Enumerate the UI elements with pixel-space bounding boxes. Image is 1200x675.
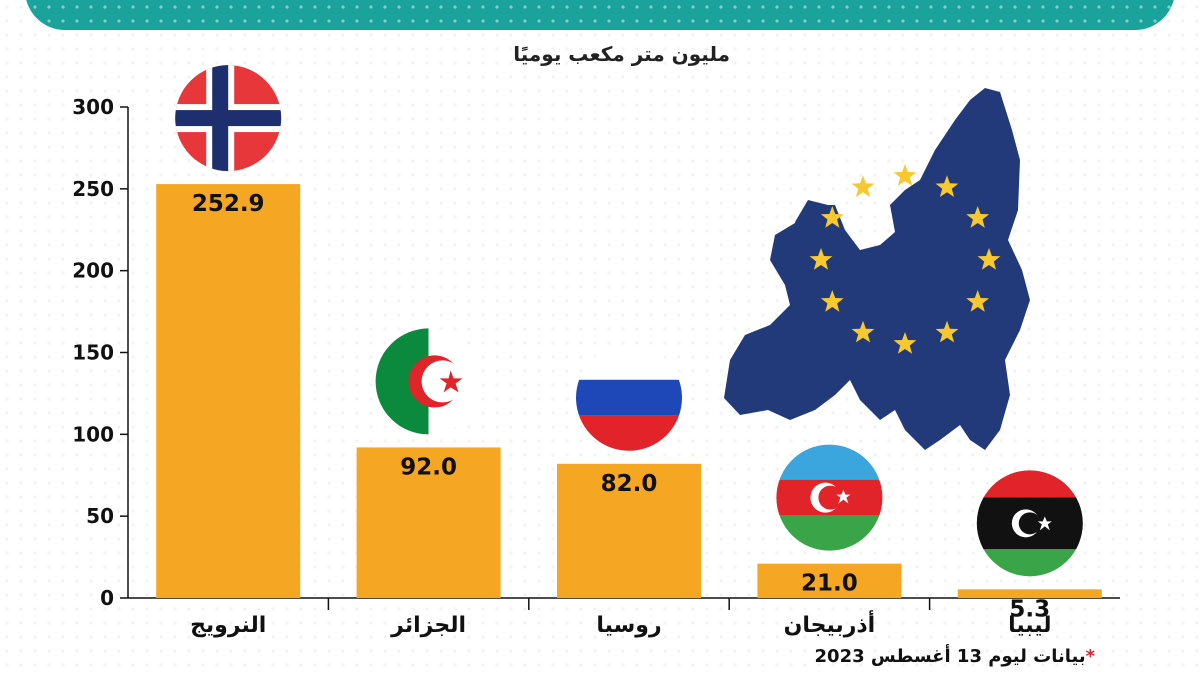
eu-star xyxy=(851,175,875,197)
y-tick-label: 0 xyxy=(100,586,114,610)
bar xyxy=(557,463,701,598)
eu-star xyxy=(809,248,833,270)
category-label: الجزائر xyxy=(390,613,466,638)
x-axis xyxy=(128,597,1120,610)
bar-value-label: 92.0 xyxy=(400,454,457,480)
y-tick-label: 300 xyxy=(72,95,114,119)
bar-value-label: 5.3 xyxy=(1009,596,1050,622)
bar xyxy=(957,589,1102,598)
y-tick-label: 100 xyxy=(72,422,114,446)
unit-label: مليون متر مكعب يوميًا xyxy=(513,42,730,66)
y-tick-label: 250 xyxy=(72,177,114,201)
eu-stars xyxy=(809,164,1001,354)
eu-star xyxy=(820,206,844,228)
europe-map-shape xyxy=(724,88,1030,450)
eu-star xyxy=(935,175,959,197)
uk-map-shape xyxy=(795,200,835,272)
y-axis: 0 50 100 150 200 250 300 xyxy=(72,95,129,610)
norway-flag xyxy=(175,65,282,172)
bar-value-label: 82.0 xyxy=(601,471,658,497)
bar-value-label: 21.0 xyxy=(801,571,858,597)
eu-star xyxy=(935,320,959,343)
y-tick-label: 150 xyxy=(72,341,114,365)
bar-value-label: 252.9 xyxy=(192,191,265,217)
category-label: روسيا xyxy=(596,613,661,638)
eu-star xyxy=(851,320,875,343)
footnote: *بيانات ليوم 13 أغسطس 2023 xyxy=(700,646,1095,667)
eu-star xyxy=(893,164,917,186)
russia-flag xyxy=(576,344,682,451)
bar xyxy=(156,184,301,598)
bar xyxy=(356,447,501,598)
eu-map-decoration xyxy=(724,88,1030,450)
footnote-star: * xyxy=(1085,646,1095,667)
eu-star xyxy=(893,332,917,354)
category-label: ليبيا xyxy=(1008,613,1051,638)
category-label: النرويج xyxy=(190,613,266,638)
eu-star xyxy=(820,290,844,312)
libya-flag xyxy=(976,470,1083,577)
algeria-flag xyxy=(375,328,482,435)
eu-star xyxy=(977,248,1001,270)
footnote-text: بيانات ليوم 13 أغسطس 2023 xyxy=(814,646,1086,667)
y-tick-label: 200 xyxy=(72,259,114,283)
eu-star xyxy=(966,290,990,312)
y-tick-label: 50 xyxy=(86,504,114,528)
bar xyxy=(757,563,902,598)
azerbaijan-flag xyxy=(776,444,883,551)
eu-star xyxy=(966,206,990,228)
category-label: أذربيجان xyxy=(784,609,876,638)
